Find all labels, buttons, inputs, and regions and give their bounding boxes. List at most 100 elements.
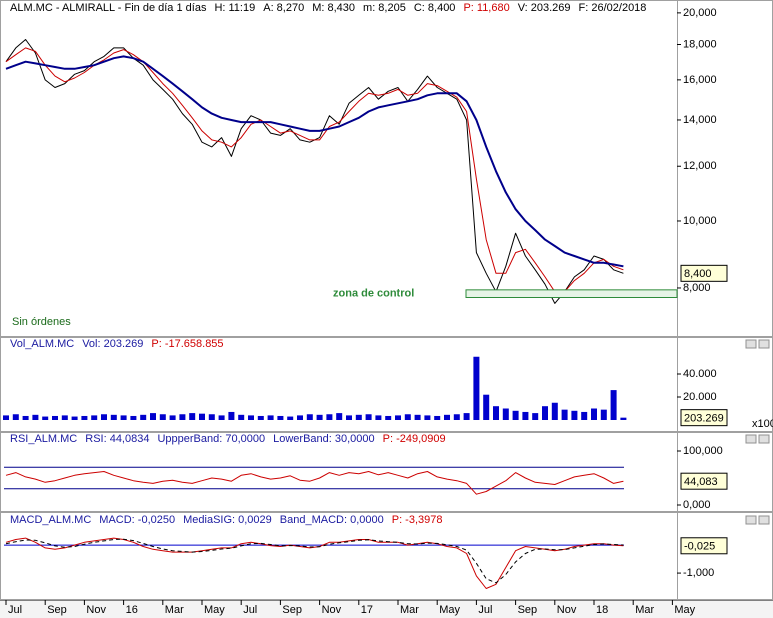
volume-bar: [424, 415, 431, 420]
y-tick-label: 16,000: [683, 74, 717, 86]
panel-stat: UppperBand: 70,0000: [157, 433, 265, 445]
volume-bar: [473, 356, 480, 420]
y-tick-label: 0,000: [683, 499, 711, 511]
volume-bar: [189, 413, 196, 420]
panel-stat: MediaSIG: 0,0029: [183, 514, 272, 526]
x-tick-label: May: [674, 604, 695, 616]
button[interactable]: [745, 339, 757, 349]
value-box-label: 44,083: [684, 476, 718, 488]
series-line: [5, 538, 624, 584]
volume-bar: [365, 414, 372, 420]
annotation: zona de control: [333, 288, 414, 300]
volume-bar: [12, 414, 19, 420]
volume-bar: [248, 415, 254, 420]
volume-bar: [179, 414, 186, 420]
y-tick-label: 20,000: [683, 7, 717, 19]
volume-bar: [453, 414, 460, 420]
volume-bar: [375, 415, 382, 420]
volume-bar: [414, 414, 421, 420]
volume-bar: [3, 415, 9, 420]
value-box-label: 203.269: [684, 413, 724, 425]
x-tick-label: Jul: [478, 604, 492, 616]
panel-title: Vol_ALM.MC: [10, 338, 74, 350]
volume-bar: [218, 415, 225, 420]
volume-bar: [32, 414, 39, 420]
panel-stat: P: -17.658.855: [151, 338, 223, 350]
volume-bar: [140, 414, 147, 420]
x-tick-label: Mar: [165, 604, 184, 616]
volume-bar: [502, 408, 509, 420]
plot: [4, 466, 624, 495]
volume-bar: [316, 414, 323, 420]
panel-title: RSI_ALM.MC: [10, 433, 77, 445]
button[interactable]: [758, 515, 770, 525]
panel-stat: A: 8,270: [263, 2, 304, 14]
volume-bar: [620, 417, 627, 420]
volume-bar: [22, 415, 29, 420]
panel-title: MACD_ALM.MC: [10, 514, 91, 526]
volume-bar: [522, 411, 529, 420]
y-tick-label: 10,000: [683, 215, 717, 227]
panel-stat: P: 11,680: [463, 2, 509, 14]
volume-bar: [52, 415, 58, 420]
button[interactable]: [758, 339, 770, 349]
volume-bar: [404, 414, 411, 420]
volume-bar: [257, 415, 264, 420]
panel-stat: Vol: 203.269: [82, 338, 143, 350]
x-tick-label: Nov: [557, 604, 577, 616]
panel-header: ALM.MC - ALMIRALL - Fin de día 1 días H: …: [10, 2, 646, 14]
value-box-label: 8,400: [684, 268, 712, 280]
volume-bar: [493, 406, 499, 420]
volume-bar: [81, 415, 88, 420]
button[interactable]: [745, 515, 757, 525]
plot: [5, 39, 624, 304]
button[interactable]: [745, 434, 757, 444]
volume-bar: [169, 415, 176, 420]
volume-bar: [326, 414, 333, 420]
value-box: [680, 264, 728, 282]
value-box-label: -0,025: [684, 541, 715, 553]
volume-bar: [483, 394, 490, 420]
series-line: [5, 537, 624, 589]
x-tick-label: Sep: [282, 604, 302, 616]
y-tick-label: 14,000: [683, 114, 717, 126]
panel-stat: V: 203.269: [518, 2, 571, 14]
panel-stat: Band_MACD: 0,0000: [280, 514, 384, 526]
volume-bar: [444, 414, 450, 420]
value-box: [680, 472, 728, 490]
volume-bar: [591, 408, 597, 420]
volume-bar: [277, 415, 284, 420]
volume-bar: [267, 415, 274, 420]
panel-stat: M: 8,430: [312, 2, 355, 14]
panel-buttons: [745, 339, 770, 525]
volume-bar: [512, 410, 519, 420]
button[interactable]: [758, 434, 770, 444]
panel-stat: LowerBand: 30,0000: [273, 433, 375, 445]
volume-bar: [395, 415, 401, 420]
volume-bar: [61, 415, 68, 420]
volume-bar: [297, 415, 303, 420]
volume-bar: [346, 415, 352, 420]
x-tick-label: Sep: [47, 604, 67, 616]
volume-bar: [542, 406, 548, 420]
y-tick-label: 100,000: [683, 445, 723, 457]
value-box: [680, 537, 728, 555]
volume-bar: [101, 414, 107, 420]
status: Sin órdenes: [12, 316, 71, 328]
multiplier: x100: [752, 418, 773, 430]
volume-bar: [306, 414, 313, 420]
volume-bar: [228, 411, 235, 420]
y-tick-label: 18,000: [683, 38, 717, 50]
volume-bar: [42, 416, 49, 420]
plot: [3, 356, 627, 420]
volume-bar: [385, 415, 392, 420]
control-zone: [465, 289, 678, 299]
panel-title: ALM.MC - ALMIRALL - Fin de día 1 días: [10, 2, 207, 14]
volume-bar: [571, 410, 578, 420]
x-tick-label: Nov: [322, 604, 342, 616]
volume-bar: [463, 413, 470, 420]
series-line: [5, 471, 624, 495]
volume-bar: [150, 413, 156, 420]
x-tick-label: Nov: [86, 604, 106, 616]
